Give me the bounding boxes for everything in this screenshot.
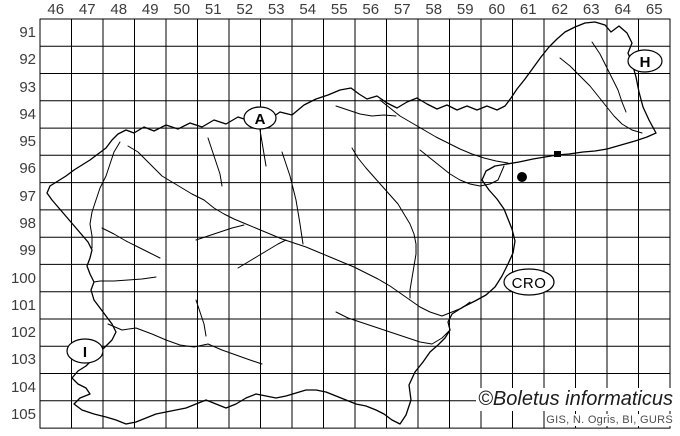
- grid-row-label: 104: [10, 378, 36, 396]
- grid-column-label: 54: [299, 1, 317, 18]
- river-meza: [335, 105, 397, 117]
- grid-column-label: 55: [330, 1, 348, 18]
- grid-row-label: 91: [19, 24, 36, 42]
- austria-ellipse: [243, 106, 277, 130]
- grid-column-label: 64: [614, 1, 632, 18]
- grid-column-label: 47: [78, 1, 96, 18]
- grid-row-label: 98: [19, 215, 36, 233]
- grid-column-label: 49: [141, 1, 159, 18]
- grid-column-label: 65: [645, 1, 663, 18]
- grid-column-label: 51: [204, 1, 222, 18]
- grid-row-label: 101: [10, 296, 36, 314]
- croatia-label: CRO: [512, 275, 547, 292]
- river-short-north: [259, 129, 267, 167]
- occurrence-dot: [517, 172, 527, 182]
- grid-column-label: 57: [393, 1, 411, 18]
- country-labels-group: A H CRO I: [66, 49, 663, 364]
- grid-row-label: 102: [10, 324, 36, 342]
- river-pivka: [195, 299, 207, 337]
- river-kamniska-bistrica: [281, 151, 304, 245]
- river-ledava: [591, 41, 627, 113]
- river-idrijca: [101, 227, 161, 259]
- gis-attribution-text: GIS, N. Ogris, BI, GURS: [545, 414, 674, 426]
- grid-row-label: 92: [19, 51, 36, 69]
- river-trziska: [207, 137, 223, 187]
- river-reka: [107, 323, 263, 365]
- border-marker-square: [554, 151, 561, 157]
- grid-row-label: 99: [19, 242, 36, 260]
- grid-row-label: 93: [19, 78, 36, 96]
- copyright-text: ©Boletus informaticus: [476, 388, 675, 411]
- river-savinja: [351, 147, 417, 299]
- grid-column-label: 53: [267, 1, 285, 18]
- grid-column-label: 62: [551, 1, 569, 18]
- grid-column-label: 46: [47, 1, 65, 18]
- grid-column-label: 52: [236, 1, 254, 18]
- hungary-ellipse: [627, 49, 663, 73]
- grid-row-label: 100: [10, 269, 36, 287]
- river-drava: [379, 99, 509, 164]
- croatia-ellipse: [503, 268, 555, 296]
- grid-column-label: 59: [456, 1, 474, 18]
- river-krka: [335, 311, 451, 345]
- italy-label: I: [83, 344, 87, 361]
- river-ljubljanica: [237, 239, 287, 269]
- river-sava: [127, 145, 471, 317]
- grid-row-label: 105: [10, 405, 36, 423]
- grid-row-label: 97: [19, 187, 36, 205]
- river-dravinja: [419, 149, 505, 187]
- grid-column-label: 56: [362, 1, 380, 18]
- grid-column-label: 61: [519, 1, 537, 18]
- river-vipava: [93, 276, 157, 283]
- grid-column-label: 58: [425, 1, 443, 18]
- austria-label: A: [255, 111, 266, 128]
- river-sora: [195, 224, 245, 241]
- grid-row-label: 103: [10, 351, 36, 369]
- grid-row-label: 95: [19, 133, 36, 151]
- country-border-path: [46, 21, 657, 425]
- grid-column-label: 60: [488, 1, 506, 18]
- rivers-group: [89, 41, 643, 365]
- grid-column-label: 48: [110, 1, 128, 18]
- grid-row-label: 94: [19, 105, 36, 123]
- river-mura: [559, 57, 643, 134]
- grid-column-label: 63: [582, 1, 600, 18]
- hungary-label: H: [640, 54, 651, 71]
- grid-lines: [39, 18, 671, 429]
- grid-column-label: 50: [173, 1, 191, 18]
- italy-ellipse: [66, 338, 104, 364]
- river-soca: [89, 141, 121, 249]
- grid-row-label: 96: [19, 160, 36, 178]
